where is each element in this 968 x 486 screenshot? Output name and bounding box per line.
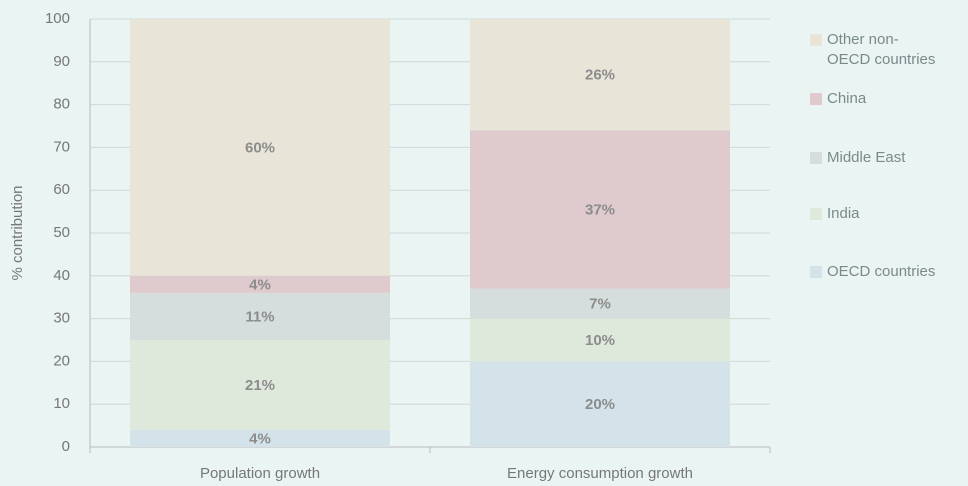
bar-segment bbox=[130, 19, 390, 276]
value-label: 7% bbox=[589, 296, 611, 313]
legend-swatch bbox=[810, 266, 822, 278]
y-tick-label: 30 bbox=[53, 310, 70, 327]
x-tick-label: Population growth bbox=[200, 465, 320, 482]
y-tick-label: 50 bbox=[53, 224, 70, 241]
legend-swatch bbox=[810, 34, 822, 46]
legend-swatch bbox=[810, 208, 822, 220]
value-label: 4% bbox=[249, 430, 271, 447]
bar-segment bbox=[470, 19, 730, 131]
y-tick-label: 80 bbox=[53, 96, 70, 113]
y-tick-label: 70 bbox=[53, 138, 70, 155]
bar-segment bbox=[130, 275, 390, 293]
y-tick-label: 0 bbox=[62, 438, 70, 455]
value-label: 11% bbox=[245, 308, 274, 325]
y-axis-label: % contribution bbox=[9, 185, 26, 280]
y-tick-label: 100 bbox=[45, 10, 70, 27]
legend-label: OECD countries bbox=[827, 263, 936, 280]
bar-segment bbox=[470, 361, 730, 447]
value-label: 20% bbox=[585, 396, 615, 413]
bar-segment bbox=[470, 130, 730, 289]
bar-segment bbox=[130, 429, 390, 447]
value-label: 26% bbox=[585, 67, 615, 84]
legend-label: India bbox=[827, 205, 860, 222]
legend-swatch bbox=[810, 93, 822, 105]
x-tick-label: Energy consumption growth bbox=[507, 465, 693, 482]
value-label: 10% bbox=[585, 332, 615, 349]
y-tick-label: 90 bbox=[53, 53, 70, 70]
y-tick-label: 20 bbox=[53, 352, 70, 369]
y-tick-label: 60 bbox=[53, 181, 70, 198]
value-label: 37% bbox=[585, 201, 615, 218]
legend-label: Middle East bbox=[827, 149, 906, 166]
legend-swatch bbox=[810, 152, 822, 164]
bar-segment bbox=[470, 288, 730, 319]
legend-label: China bbox=[827, 90, 867, 107]
bar-segment bbox=[130, 292, 390, 340]
value-label: 21% bbox=[245, 377, 275, 394]
legend-label: Other non-OECD countries bbox=[827, 31, 936, 68]
y-tick-label: 40 bbox=[53, 267, 70, 284]
value-label: 60% bbox=[245, 139, 275, 156]
bar-segment bbox=[470, 318, 730, 362]
bar-segment bbox=[130, 340, 390, 430]
y-tick-label: 10 bbox=[53, 395, 70, 412]
value-label: 4% bbox=[249, 276, 271, 293]
